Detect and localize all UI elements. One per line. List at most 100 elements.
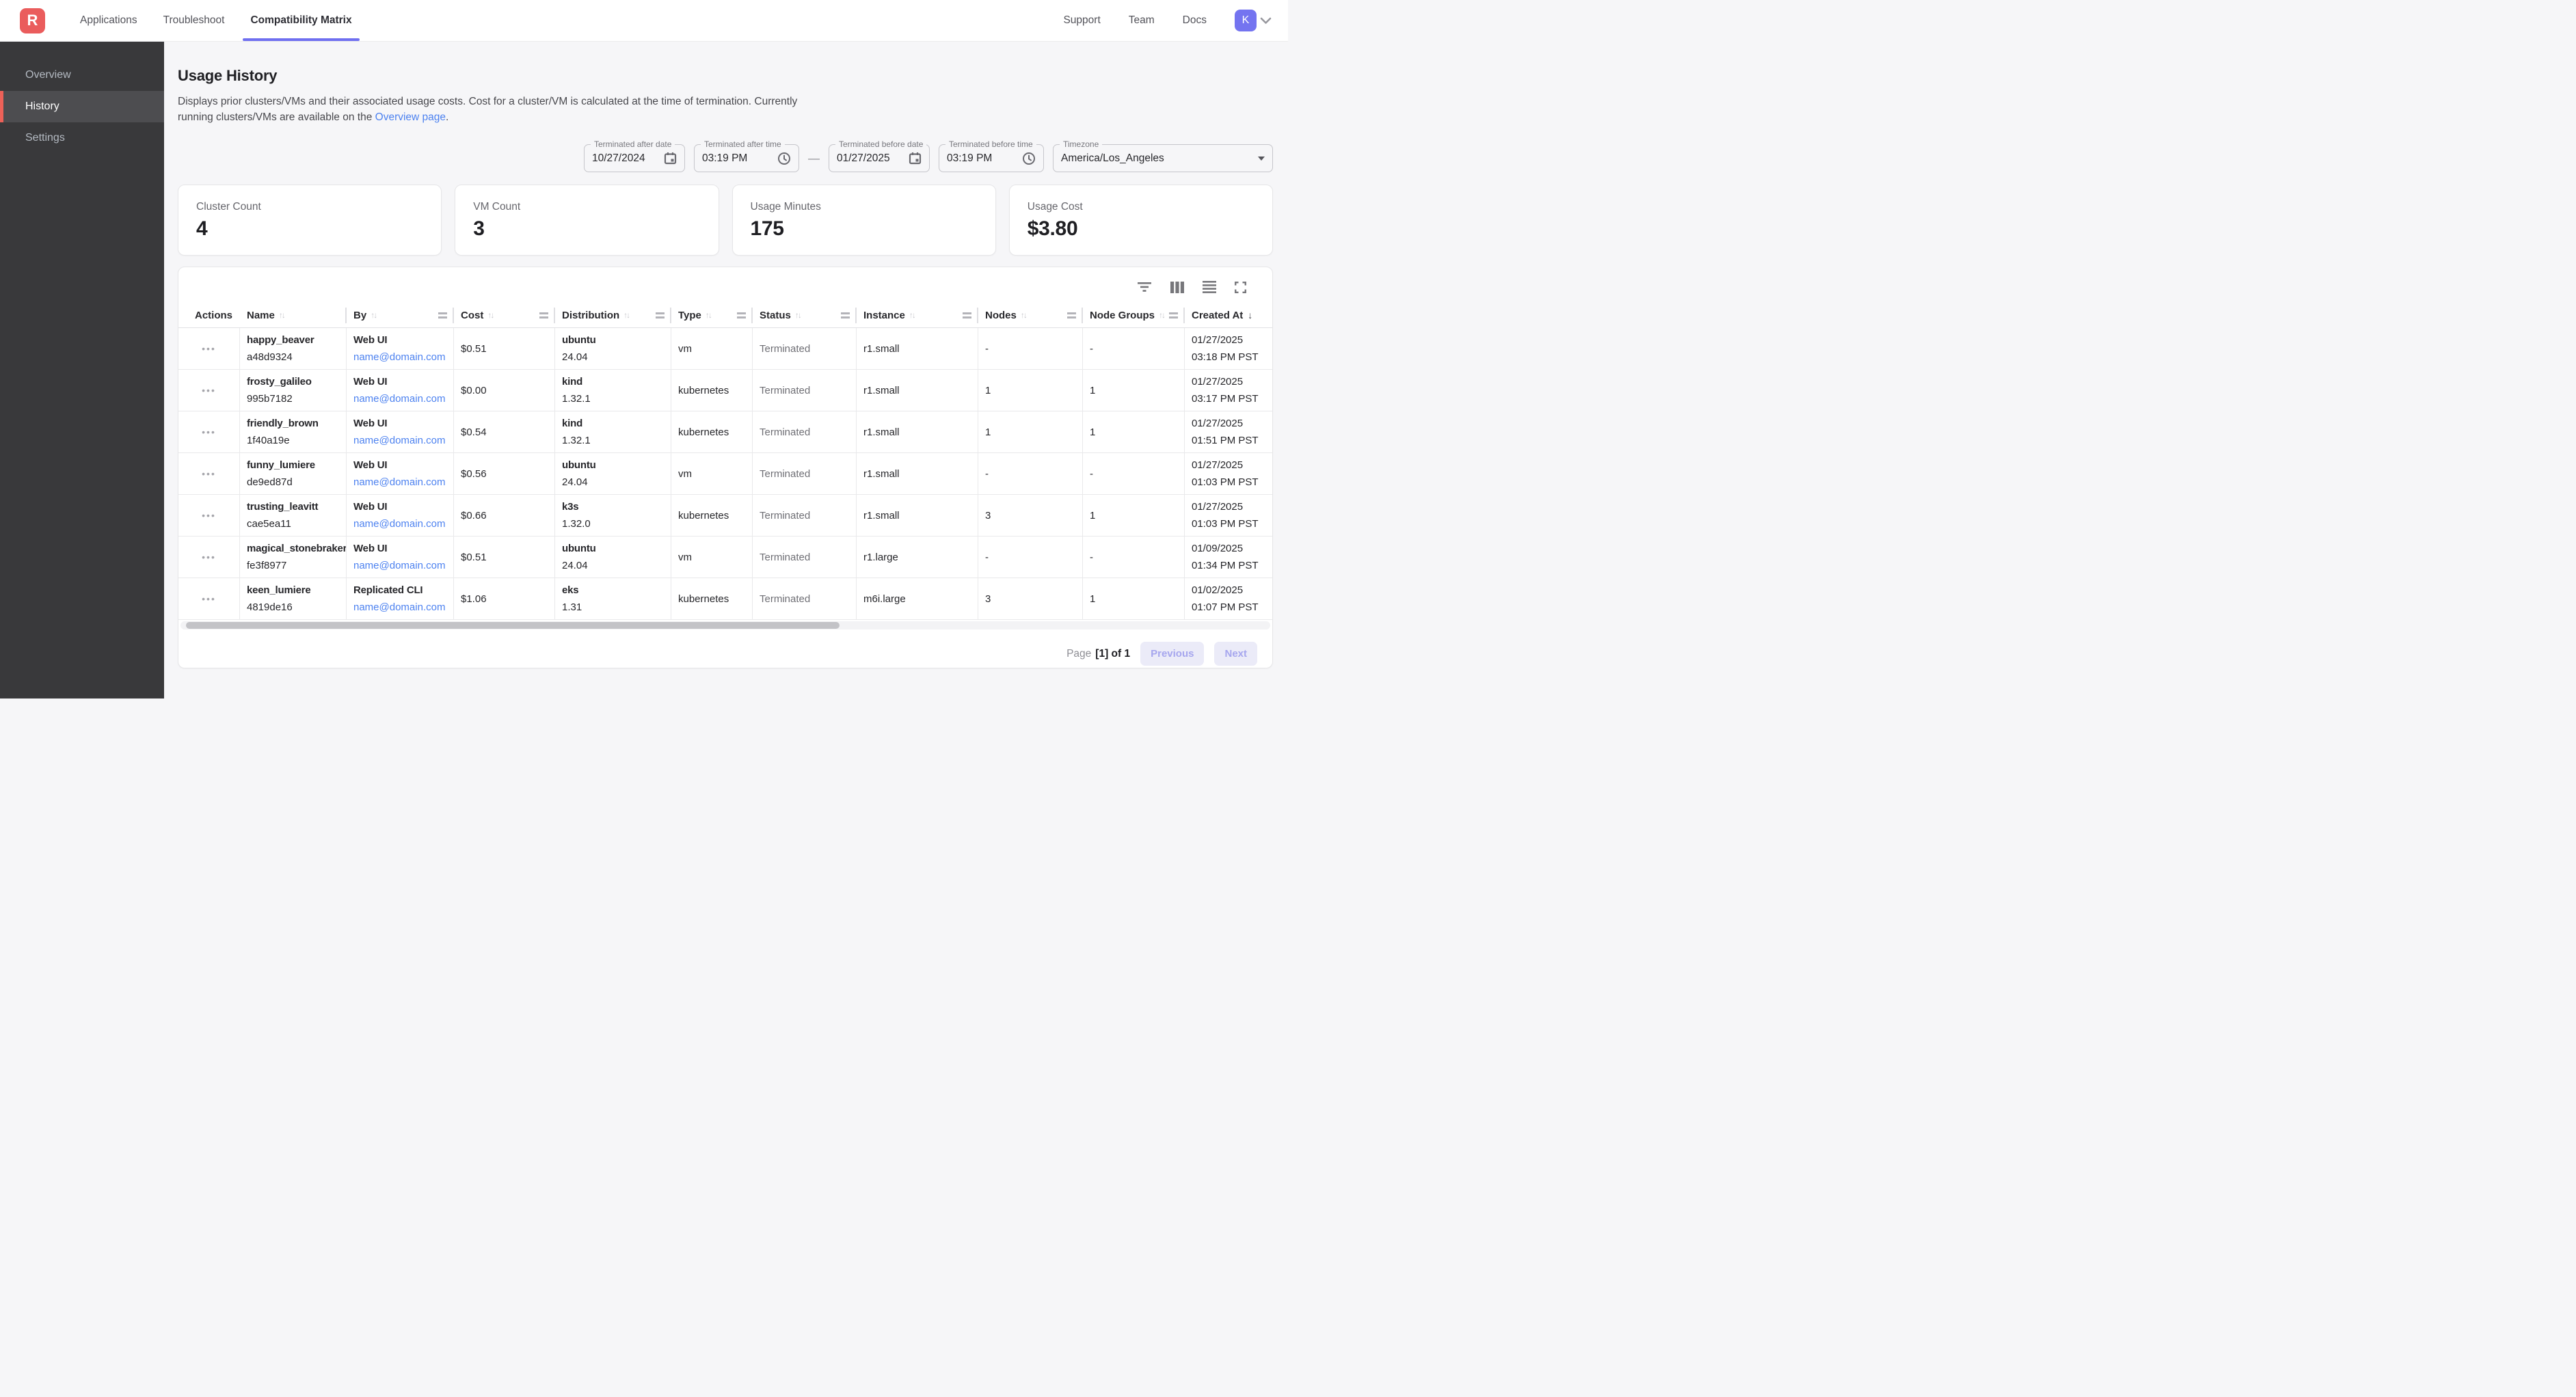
columns-icon[interactable]: [1170, 281, 1184, 293]
column-menu-icon[interactable]: [841, 312, 850, 318]
timezone-select[interactable]: Timezone America/Los_Angeles: [1053, 139, 1273, 172]
sort-icon[interactable]: ↑↓: [278, 310, 286, 320]
created-by-email-link[interactable]: name@domain.com: [353, 393, 446, 405]
chevron-down-icon[interactable]: [1260, 17, 1272, 25]
column-menu-icon[interactable]: [1169, 312, 1178, 318]
cell-node-groups: -: [1083, 328, 1185, 370]
created-by-email-link[interactable]: name@domain.com: [353, 351, 446, 363]
row-actions-icon[interactable]: •••: [202, 468, 216, 479]
distribution-name: ubuntu: [562, 334, 596, 346]
terminated-after-time-field[interactable]: Terminated after time 03:19 PM: [694, 139, 799, 172]
col-header-node-groups[interactable]: Node Groups ↑↓: [1083, 303, 1185, 328]
column-menu-icon[interactable]: [737, 312, 746, 318]
overview-page-link[interactable]: Overview page: [375, 111, 446, 123]
horizontal-scrollbar[interactable]: [180, 621, 1270, 629]
terminated-after-date-field[interactable]: Terminated after date 10/27/2024: [584, 139, 685, 172]
row-actions-icon[interactable]: •••: [202, 552, 216, 562]
cell-distribution: ubuntu 24.04: [555, 453, 671, 495]
sort-icon[interactable]: ↑↓: [794, 310, 802, 320]
column-separator[interactable]: [1082, 308, 1083, 323]
created-by-email-link[interactable]: name@domain.com: [353, 560, 446, 571]
terminated-before-date-field[interactable]: Terminated before date 01/27/2025: [829, 139, 930, 172]
clock-icon[interactable]: [1022, 152, 1036, 165]
column-menu-icon[interactable]: [539, 312, 548, 318]
column-separator[interactable]: [670, 308, 671, 323]
sort-icon[interactable]: ↑↓: [371, 310, 377, 320]
select-arrow-icon[interactable]: [1258, 156, 1265, 161]
created-time: 01:07 PM PST: [1192, 601, 1259, 613]
column-menu-icon[interactable]: [963, 312, 971, 318]
column-separator[interactable]: [751, 308, 753, 323]
next-button[interactable]: Next: [1214, 642, 1257, 666]
column-separator[interactable]: [345, 308, 347, 323]
timezone-value[interactable]: America/Los_Angeles: [1061, 152, 1164, 164]
created-by-email-link[interactable]: name@domain.com: [353, 601, 446, 613]
page-title: Usage History: [178, 67, 278, 84]
row-actions-icon[interactable]: •••: [202, 510, 216, 521]
sort-icon[interactable]: ↑↓: [487, 310, 494, 320]
app-logo-letter: R: [27, 12, 38, 29]
nav-link-support[interactable]: Support: [1063, 14, 1101, 26]
column-separator[interactable]: [554, 308, 555, 323]
row-actions-icon[interactable]: •••: [202, 343, 216, 354]
sidebar-item-settings[interactable]: Settings: [25, 132, 65, 144]
filter-icon[interactable]: [1137, 282, 1152, 293]
density-icon[interactable]: [1203, 281, 1216, 293]
sidebar-item-history[interactable]: History: [0, 91, 164, 122]
column-separator[interactable]: [977, 308, 978, 323]
user-menu[interactable]: K: [1235, 10, 1272, 31]
col-header-status[interactable]: Status ↑↓: [753, 303, 857, 328]
row-actions-icon[interactable]: •••: [202, 426, 216, 437]
nav-link-docs[interactable]: Docs: [1182, 14, 1207, 26]
column-separator[interactable]: [855, 308, 857, 323]
sort-desc-icon[interactable]: ↓: [1248, 310, 1253, 321]
column-menu-icon[interactable]: [1067, 312, 1076, 318]
created-time: 01:03 PM PST: [1192, 518, 1259, 530]
col-header-distribution[interactable]: Distribution ↑↓: [555, 303, 671, 328]
sort-icon[interactable]: ↑↓: [1020, 310, 1028, 320]
col-header-name[interactable]: Name ↑↓: [240, 303, 347, 328]
terminated-after-date-value[interactable]: 10/27/2024: [592, 152, 645, 164]
created-by-email-link[interactable]: name@domain.com: [353, 518, 446, 530]
col-header-created-at[interactable]: Created At ↓: [1185, 303, 1272, 328]
calendar-icon[interactable]: [909, 152, 922, 165]
fullscreen-icon[interactable]: [1235, 281, 1246, 293]
sidebar-item-overview[interactable]: Overview: [25, 69, 71, 81]
nav-link-team[interactable]: Team: [1128, 14, 1155, 26]
terminated-before-time-field[interactable]: Terminated before time 03:19 PM: [939, 139, 1044, 172]
calendar-icon[interactable]: [664, 152, 677, 165]
row-actions-icon[interactable]: •••: [202, 385, 216, 396]
distribution-version: 24.04: [562, 476, 588, 488]
column-separator[interactable]: [1183, 308, 1185, 323]
nav-item-applications[interactable]: Applications: [80, 14, 137, 26]
sort-icon[interactable]: ↑↓: [623, 310, 630, 320]
table-header-row: Actions Name ↑↓ By ↑↓ Cost ↑↓ Distribution ↑…: [178, 303, 1272, 328]
row-actions-icon[interactable]: •••: [202, 593, 216, 604]
sort-icon[interactable]: ↑↓: [1159, 310, 1166, 320]
nav-item-troubleshoot[interactable]: Troubleshoot: [163, 14, 225, 26]
col-header-by[interactable]: By ↑↓: [347, 303, 454, 328]
column-separator[interactable]: [453, 308, 454, 323]
cell-created-at: 01/27/2025 01:03 PM PST: [1185, 495, 1272, 537]
created-by-email-link[interactable]: name@domain.com: [353, 476, 446, 488]
col-header-type[interactable]: Type ↑↓: [671, 303, 753, 328]
col-header-cost[interactable]: Cost ↑↓: [454, 303, 555, 328]
previous-button[interactable]: Previous: [1140, 642, 1205, 666]
created-by-email-link[interactable]: name@domain.com: [353, 435, 446, 446]
status-badge: Terminated: [760, 342, 811, 355]
sort-icon[interactable]: ↑↓: [705, 310, 712, 320]
terminated-before-time-value[interactable]: 03:19 PM: [947, 152, 993, 164]
column-menu-icon[interactable]: [438, 312, 447, 318]
cluster-id: 4819de16: [247, 601, 293, 613]
sort-icon[interactable]: ↑↓: [909, 310, 916, 320]
col-header-nodes[interactable]: Nodes ↑↓: [978, 303, 1083, 328]
avatar[interactable]: K: [1235, 10, 1257, 31]
column-menu-icon[interactable]: [656, 312, 665, 318]
col-header-instance[interactable]: Instance ↑↓: [857, 303, 978, 328]
nav-item-compatibility-matrix[interactable]: Compatibility Matrix: [237, 0, 364, 41]
scrollbar-thumb[interactable]: [186, 622, 840, 629]
terminated-before-date-value[interactable]: 01/27/2025: [837, 152, 890, 164]
terminated-after-time-value[interactable]: 03:19 PM: [702, 152, 748, 164]
clock-icon[interactable]: [777, 152, 791, 165]
app-logo[interactable]: R: [20, 8, 45, 33]
